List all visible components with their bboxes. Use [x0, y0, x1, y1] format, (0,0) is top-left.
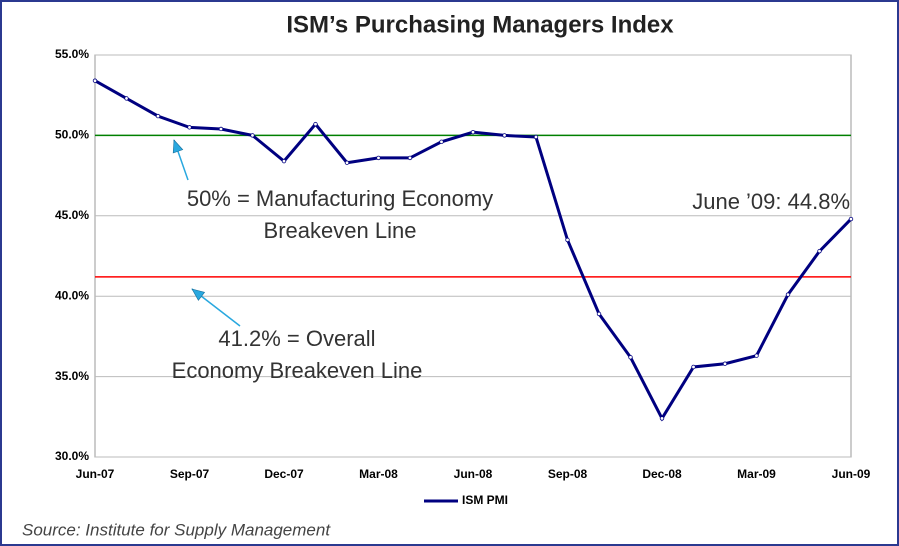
- data-point: [439, 139, 444, 145]
- source: Source: Institute for Supply Management: [22, 520, 331, 539]
- y-tick-label: 45.0%: [55, 208, 89, 222]
- data-point: [344, 160, 350, 165]
- annotation: Economy Breakeven Line: [172, 358, 423, 383]
- data-point: [533, 134, 539, 140]
- y-tick-label: 55.0%: [55, 47, 89, 61]
- y-tick-label: 50.0%: [55, 128, 89, 142]
- legend-label: ISM PMI: [462, 493, 508, 507]
- data-point: [817, 248, 822, 254]
- data-point: [281, 158, 287, 164]
- data-point: [250, 133, 255, 138]
- data-point: [565, 237, 570, 243]
- annotation: Breakeven Line: [264, 218, 417, 243]
- data-point: [502, 133, 507, 138]
- data-point: [407, 155, 413, 161]
- data-point: [754, 353, 759, 358]
- data-point: [848, 216, 854, 222]
- y-tick-label: 30.0%: [55, 449, 89, 463]
- y-tick-label: 40.0%: [55, 288, 89, 302]
- x-tick-label: Dec-07: [264, 467, 304, 481]
- annotation: 50% = Manufacturing Economy: [187, 186, 493, 211]
- data-point: [596, 311, 602, 317]
- annotation: 41.2% = Overall: [218, 326, 375, 351]
- data-point: [785, 292, 791, 297]
- data-point: [92, 78, 98, 83]
- data-point: [691, 364, 696, 370]
- arrow-head: [191, 288, 206, 301]
- x-tick-label: Jun-07: [76, 467, 115, 481]
- data-point: [470, 129, 476, 135]
- data-point: [187, 125, 192, 130]
- x-tick-label: Jun-08: [454, 467, 493, 481]
- data-point: [218, 126, 224, 132]
- x-tick-label: Dec-08: [642, 467, 682, 481]
- y-tick-label: 35.0%: [55, 369, 89, 383]
- data-point: [313, 121, 318, 127]
- annotation: June ’09: 44.8%: [692, 189, 850, 214]
- x-tick-label: Mar-08: [359, 467, 398, 481]
- data-point: [628, 355, 633, 360]
- chart-title: ISM’s Purchasing Managers Index: [286, 11, 674, 38]
- data-point: [659, 416, 665, 421]
- x-tick-label: Jun-09: [832, 467, 871, 481]
- data-point: [155, 113, 161, 119]
- arrow-head: [172, 139, 184, 154]
- x-tick-label: Sep-07: [170, 467, 210, 481]
- data-point: [722, 361, 728, 366]
- x-tick-label: Mar-09: [737, 467, 776, 481]
- x-tick-label: Sep-08: [548, 467, 588, 481]
- data-point: [376, 155, 381, 161]
- data-point: [124, 96, 129, 101]
- plot-area: [94, 54, 852, 458]
